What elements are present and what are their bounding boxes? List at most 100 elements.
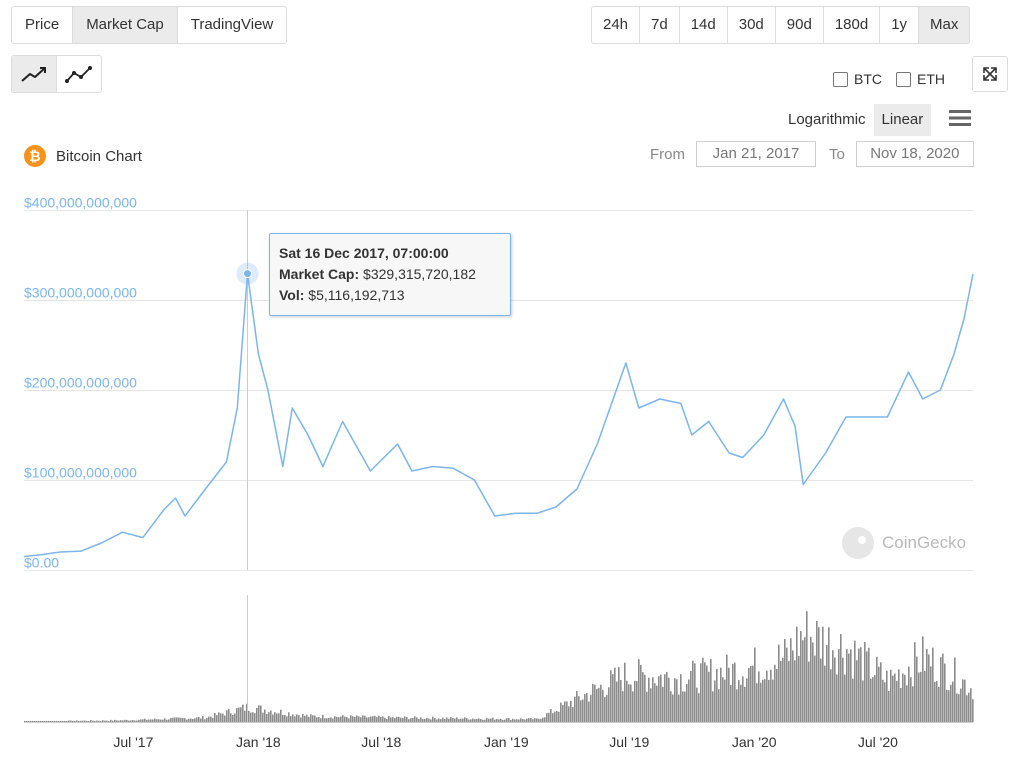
volume-bar — [916, 656, 918, 722]
volume-bar — [214, 713, 216, 722]
volume-bar — [620, 679, 622, 722]
volume-bar — [716, 668, 718, 722]
range-selector: 24h 7d 14d 30d 90d 180d 1y Max — [591, 6, 971, 44]
tab-tradingview[interactable]: TradingView — [190, 16, 274, 33]
from-date-input[interactable]: Jan 21, 2017 — [696, 141, 816, 167]
volume-bar — [128, 720, 130, 722]
volume-bar — [322, 714, 324, 722]
volume-bar — [230, 713, 232, 722]
volume-bar — [942, 653, 944, 722]
compare-eth[interactable]: ETH — [896, 71, 945, 87]
volume-bar — [508, 717, 510, 722]
range-max[interactable]: Max — [919, 7, 970, 43]
scale-linear[interactable]: Linear — [873, 104, 932, 136]
volume-bar — [384, 717, 386, 722]
volume-bar — [94, 720, 96, 722]
volume-bar — [520, 718, 522, 722]
chart-menu-button[interactable] — [949, 109, 971, 132]
volume-bar — [274, 712, 276, 722]
volume-bar — [914, 642, 916, 722]
line-chart-icon — [21, 67, 46, 82]
eth-checkbox[interactable] — [896, 71, 911, 87]
volume-bar — [172, 717, 174, 722]
volume-bar — [518, 719, 520, 722]
volume-bar — [96, 720, 98, 722]
tab-market-cap[interactable]: Market Cap — [73, 7, 178, 43]
volume-bar — [780, 660, 782, 722]
x-tick-label: Jul '19 — [609, 734, 649, 750]
volume-bar — [656, 685, 658, 722]
volume-bar — [638, 659, 640, 722]
volume-bar — [502, 719, 504, 722]
volume-bar — [42, 721, 44, 722]
range-7d[interactable]: 7d — [640, 7, 680, 43]
volume-bar — [968, 692, 970, 722]
volume-bar — [694, 663, 696, 722]
volume-bar — [52, 721, 54, 722]
btc-checkbox[interactable] — [833, 71, 848, 87]
volume-bar — [378, 715, 380, 722]
range-180d[interactable]: 180d — [824, 7, 881, 43]
volume-bar — [422, 718, 424, 722]
range-30d[interactable]: 30d — [728, 7, 776, 43]
volume-bar — [88, 720, 90, 722]
volume-bar — [596, 688, 598, 722]
volume-bar — [680, 674, 682, 722]
volume-bar — [768, 679, 770, 722]
volume-bar — [512, 718, 514, 722]
line-chart-button[interactable] — [12, 56, 57, 92]
volume-bar — [662, 686, 664, 722]
volume-bar — [946, 689, 948, 722]
range-24h[interactable]: 24h — [592, 7, 641, 43]
volume-bar — [48, 721, 50, 722]
volume-bar — [954, 657, 956, 722]
volume-bars — [24, 611, 974, 722]
tab-price[interactable]: Price — [12, 7, 74, 43]
point-line-chart-button[interactable] — [57, 56, 101, 92]
volume-bar — [744, 686, 746, 722]
fullscreen-button[interactable] — [972, 56, 1008, 92]
volume-bar — [598, 687, 600, 722]
volume-bar — [292, 714, 294, 722]
volume-bar — [364, 715, 366, 722]
volume-bar — [698, 693, 700, 722]
volume-bar — [588, 701, 590, 722]
volume-bar — [516, 719, 518, 722]
volume-bar — [814, 655, 816, 722]
volume-bar — [658, 676, 660, 722]
expand-icon — [983, 67, 997, 81]
volume-bar — [354, 716, 356, 722]
compare-btc[interactable]: BTC — [833, 71, 882, 87]
volume-bar — [402, 717, 404, 722]
volume-bar — [438, 718, 440, 722]
volume-bar — [478, 718, 480, 722]
volume-bar — [348, 718, 350, 722]
volume-bar — [960, 688, 962, 722]
range-14d[interactable]: 14d — [680, 7, 728, 43]
volume-bar — [86, 720, 88, 722]
scale-logarithmic[interactable]: Logarithmic — [788, 111, 866, 128]
volume-bar — [762, 679, 764, 722]
volume-bar — [226, 710, 228, 722]
range-1y[interactable]: 1y — [880, 7, 920, 43]
to-date-input[interactable]: Nov 18, 2020 — [855, 141, 974, 167]
volume-bar — [554, 711, 556, 722]
volume-bar — [766, 670, 768, 722]
volume-bar — [250, 712, 252, 722]
volume-bar — [430, 719, 432, 722]
volume-bar — [856, 660, 858, 722]
volume-bar — [808, 661, 810, 722]
volume-bar — [546, 713, 548, 722]
volume-bar — [396, 716, 398, 722]
volume-bar — [218, 712, 220, 722]
volume-bar — [944, 663, 946, 722]
volume-bar — [688, 679, 690, 722]
volume-bar — [530, 717, 532, 722]
volume-bar — [150, 719, 152, 722]
range-90d[interactable]: 90d — [776, 7, 824, 43]
volume-bar — [776, 668, 778, 722]
volume-bar — [434, 718, 436, 722]
volume-bar — [842, 657, 844, 722]
volume-bar — [36, 721, 38, 722]
